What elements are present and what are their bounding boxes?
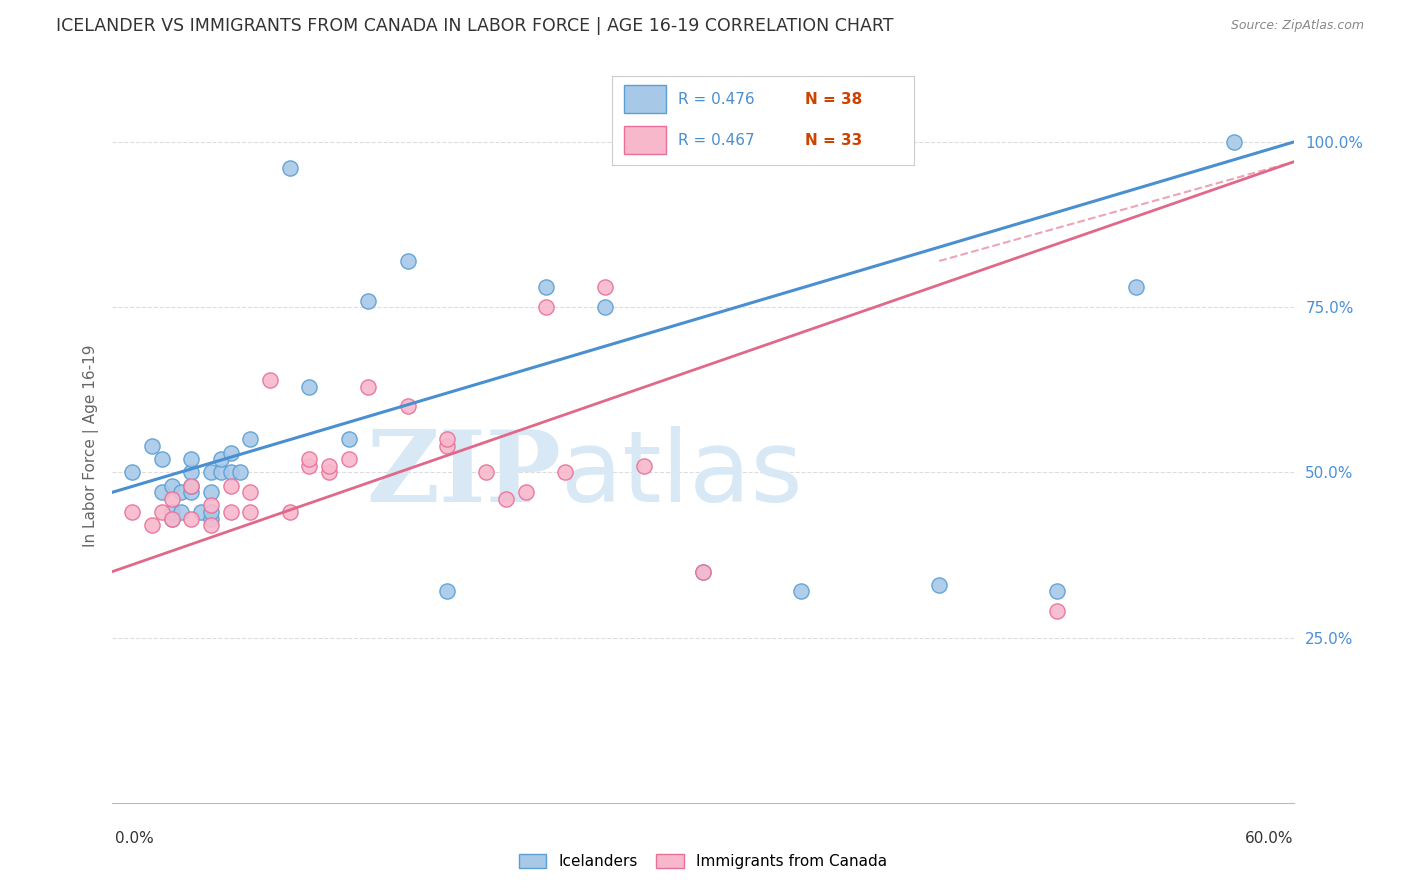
Legend: Icelanders, Immigrants from Canada: Icelanders, Immigrants from Canada xyxy=(513,848,893,875)
Point xyxy=(278,505,301,519)
Point xyxy=(436,433,458,447)
Point xyxy=(278,161,301,176)
Point xyxy=(180,466,202,480)
Point xyxy=(160,491,183,506)
FancyBboxPatch shape xyxy=(624,85,666,113)
Point xyxy=(928,578,950,592)
Point xyxy=(1046,604,1069,618)
Point xyxy=(219,445,242,459)
Point xyxy=(141,518,163,533)
Text: atlas: atlas xyxy=(561,426,803,523)
Point xyxy=(170,505,193,519)
Point xyxy=(190,505,212,519)
Point xyxy=(209,452,232,467)
Point xyxy=(337,452,360,467)
Point xyxy=(180,485,202,500)
Point xyxy=(180,452,202,467)
FancyBboxPatch shape xyxy=(624,126,666,154)
Point xyxy=(121,466,143,480)
Point xyxy=(337,433,360,447)
Point xyxy=(475,466,498,480)
Point xyxy=(357,379,380,393)
Point xyxy=(534,300,557,314)
Point xyxy=(495,491,517,506)
Point xyxy=(160,478,183,492)
Point xyxy=(200,518,222,533)
Point xyxy=(160,511,183,525)
Point xyxy=(298,458,321,473)
Point xyxy=(200,499,222,513)
Point xyxy=(150,452,173,467)
Point xyxy=(396,400,419,414)
Point xyxy=(298,379,321,393)
Point xyxy=(239,433,262,447)
Point xyxy=(121,505,143,519)
Point xyxy=(790,584,813,599)
Point xyxy=(180,511,202,525)
Point xyxy=(180,478,202,492)
Point xyxy=(633,458,655,473)
Point xyxy=(160,505,183,519)
Point xyxy=(200,485,222,500)
Point xyxy=(239,485,262,500)
Point xyxy=(219,505,242,519)
Point xyxy=(219,478,242,492)
Point xyxy=(150,485,173,500)
Point xyxy=(209,466,232,480)
Point xyxy=(318,466,340,480)
Point xyxy=(318,458,340,473)
Point xyxy=(1125,280,1147,294)
Point xyxy=(200,511,222,525)
Point xyxy=(436,584,458,599)
Text: R = 0.467: R = 0.467 xyxy=(678,133,755,147)
Text: 60.0%: 60.0% xyxy=(1246,831,1294,846)
Point xyxy=(436,439,458,453)
Text: ZIP: ZIP xyxy=(367,426,561,523)
Text: R = 0.476: R = 0.476 xyxy=(678,92,755,106)
Point xyxy=(593,280,616,294)
Point xyxy=(692,565,714,579)
Text: N = 33: N = 33 xyxy=(806,133,862,147)
Text: Source: ZipAtlas.com: Source: ZipAtlas.com xyxy=(1230,19,1364,31)
Point xyxy=(160,511,183,525)
Point xyxy=(141,439,163,453)
Text: N = 38: N = 38 xyxy=(806,92,862,106)
Point xyxy=(1046,584,1069,599)
Point xyxy=(357,293,380,308)
Point xyxy=(239,505,262,519)
Text: 0.0%: 0.0% xyxy=(115,831,155,846)
Point xyxy=(554,466,576,480)
Point xyxy=(515,485,537,500)
Point xyxy=(180,478,202,492)
Text: ICELANDER VS IMMIGRANTS FROM CANADA IN LABOR FORCE | AGE 16-19 CORRELATION CHART: ICELANDER VS IMMIGRANTS FROM CANADA IN L… xyxy=(56,17,894,35)
Point xyxy=(259,373,281,387)
Point xyxy=(1223,135,1246,149)
Point xyxy=(219,466,242,480)
Point xyxy=(229,466,252,480)
Point xyxy=(534,280,557,294)
Point xyxy=(200,466,222,480)
Point xyxy=(150,505,173,519)
Y-axis label: In Labor Force | Age 16-19: In Labor Force | Age 16-19 xyxy=(83,344,98,548)
Point xyxy=(170,485,193,500)
Point xyxy=(200,505,222,519)
Point xyxy=(396,254,419,268)
Point xyxy=(593,300,616,314)
Point xyxy=(298,452,321,467)
Point xyxy=(692,565,714,579)
